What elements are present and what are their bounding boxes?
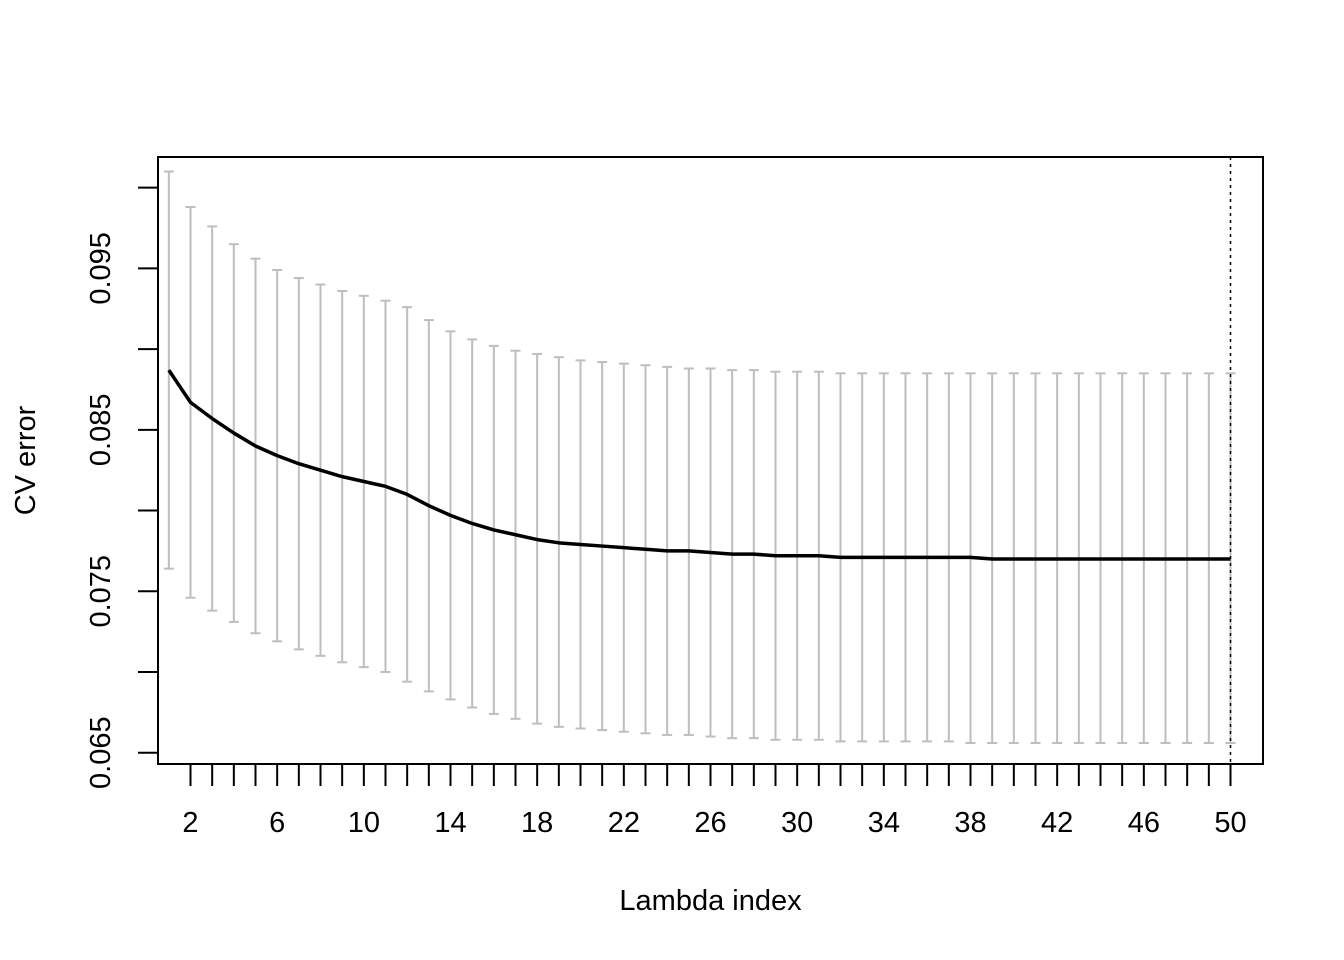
x-tick-label: 38 (954, 807, 986, 839)
x-tick-label: 18 (521, 807, 553, 839)
x-tick-label: 46 (1128, 807, 1160, 839)
y-tick-label: 0.095 (85, 232, 117, 305)
x-tick-label: 6 (269, 807, 285, 839)
error-bar (163, 170, 174, 570)
y-tick-label: 0.075 (85, 555, 117, 628)
error-bars (163, 170, 1236, 745)
x-tick-label: 2 (182, 807, 198, 839)
x-tick-label: 50 (1214, 807, 1246, 839)
y-tick-label: 0.065 (85, 716, 117, 789)
x-tick-label: 42 (1041, 807, 1073, 839)
x-tick-label: 10 (348, 807, 380, 839)
x-tick-label: 34 (868, 807, 900, 839)
x-axis: 2 6 10 14 18 22 26 30 34 38 42 46 50 (182, 763, 1247, 839)
cv-error-line (167, 369, 1231, 561)
x-tick-label: 22 (608, 807, 640, 839)
y-axis-title: CV error (10, 405, 42, 515)
y-axis: 0.065 0.075 0.085 0.095 (85, 186, 159, 789)
x-tick-label: 30 (781, 807, 813, 839)
x-axis-title: Lambda index (619, 885, 802, 917)
y-tick-label: 0.085 (85, 394, 117, 467)
x-tick-label: 14 (434, 807, 466, 839)
x-tick-label: 26 (694, 807, 726, 839)
